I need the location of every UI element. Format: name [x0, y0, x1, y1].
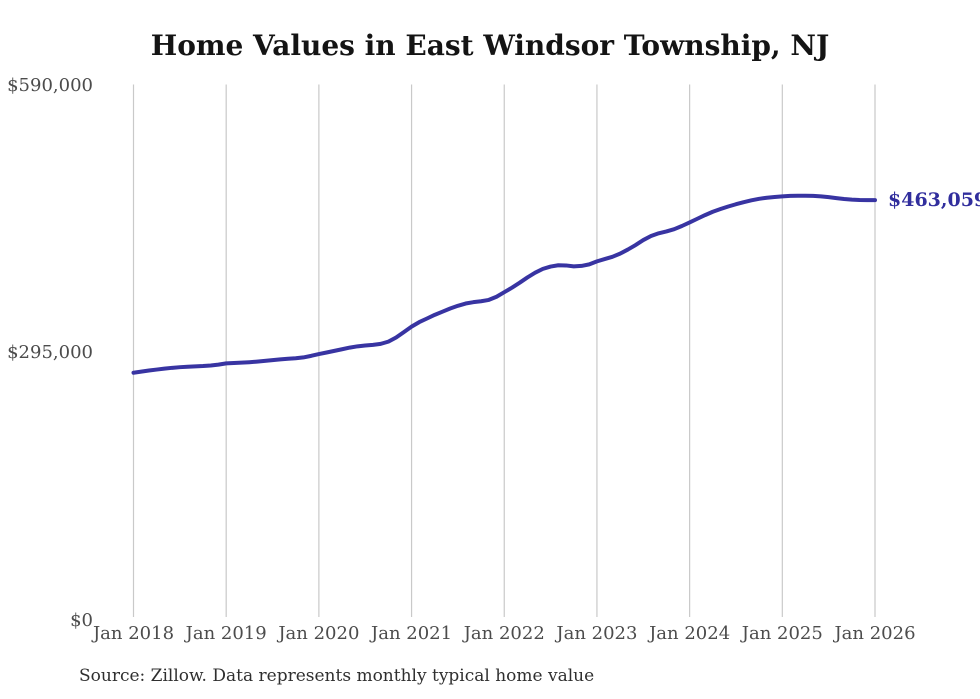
x-tick-label-jan-2018: Jan 2018: [92, 623, 175, 644]
x-tick-label-jan-2021: Jan 2021: [371, 623, 453, 644]
x-tick-label-jan-2026: Jan 2026: [834, 623, 916, 644]
x-tick-label-jan-2024: Jan 2024: [649, 623, 731, 644]
x-tick-label-jan-2020: Jan 2020: [278, 623, 360, 644]
source-note: Source: Zillow. Data represents monthly …: [79, 666, 595, 686]
x-tick-label-jan-2019: Jan 2019: [185, 623, 267, 644]
x-tick-label-jan-2022: Jan 2022: [463, 623, 545, 644]
x-tick-label-jan-2023: Jan 2023: [556, 623, 638, 644]
y-tick-label-295000: $295,000: [7, 342, 93, 363]
y-tick-label-0: $0: [70, 609, 93, 631]
home-value-line: [131, 193, 877, 375]
final-value-label: $463,059: [888, 189, 980, 212]
vertical-gridlines: [132, 84, 876, 617]
y-tick-label-590000: $590,000: [7, 74, 93, 96]
chart-title: Home Values in East Windsor Township, NJ: [150, 29, 830, 62]
x-tick-label-jan-2025: Jan 2025: [741, 623, 823, 644]
